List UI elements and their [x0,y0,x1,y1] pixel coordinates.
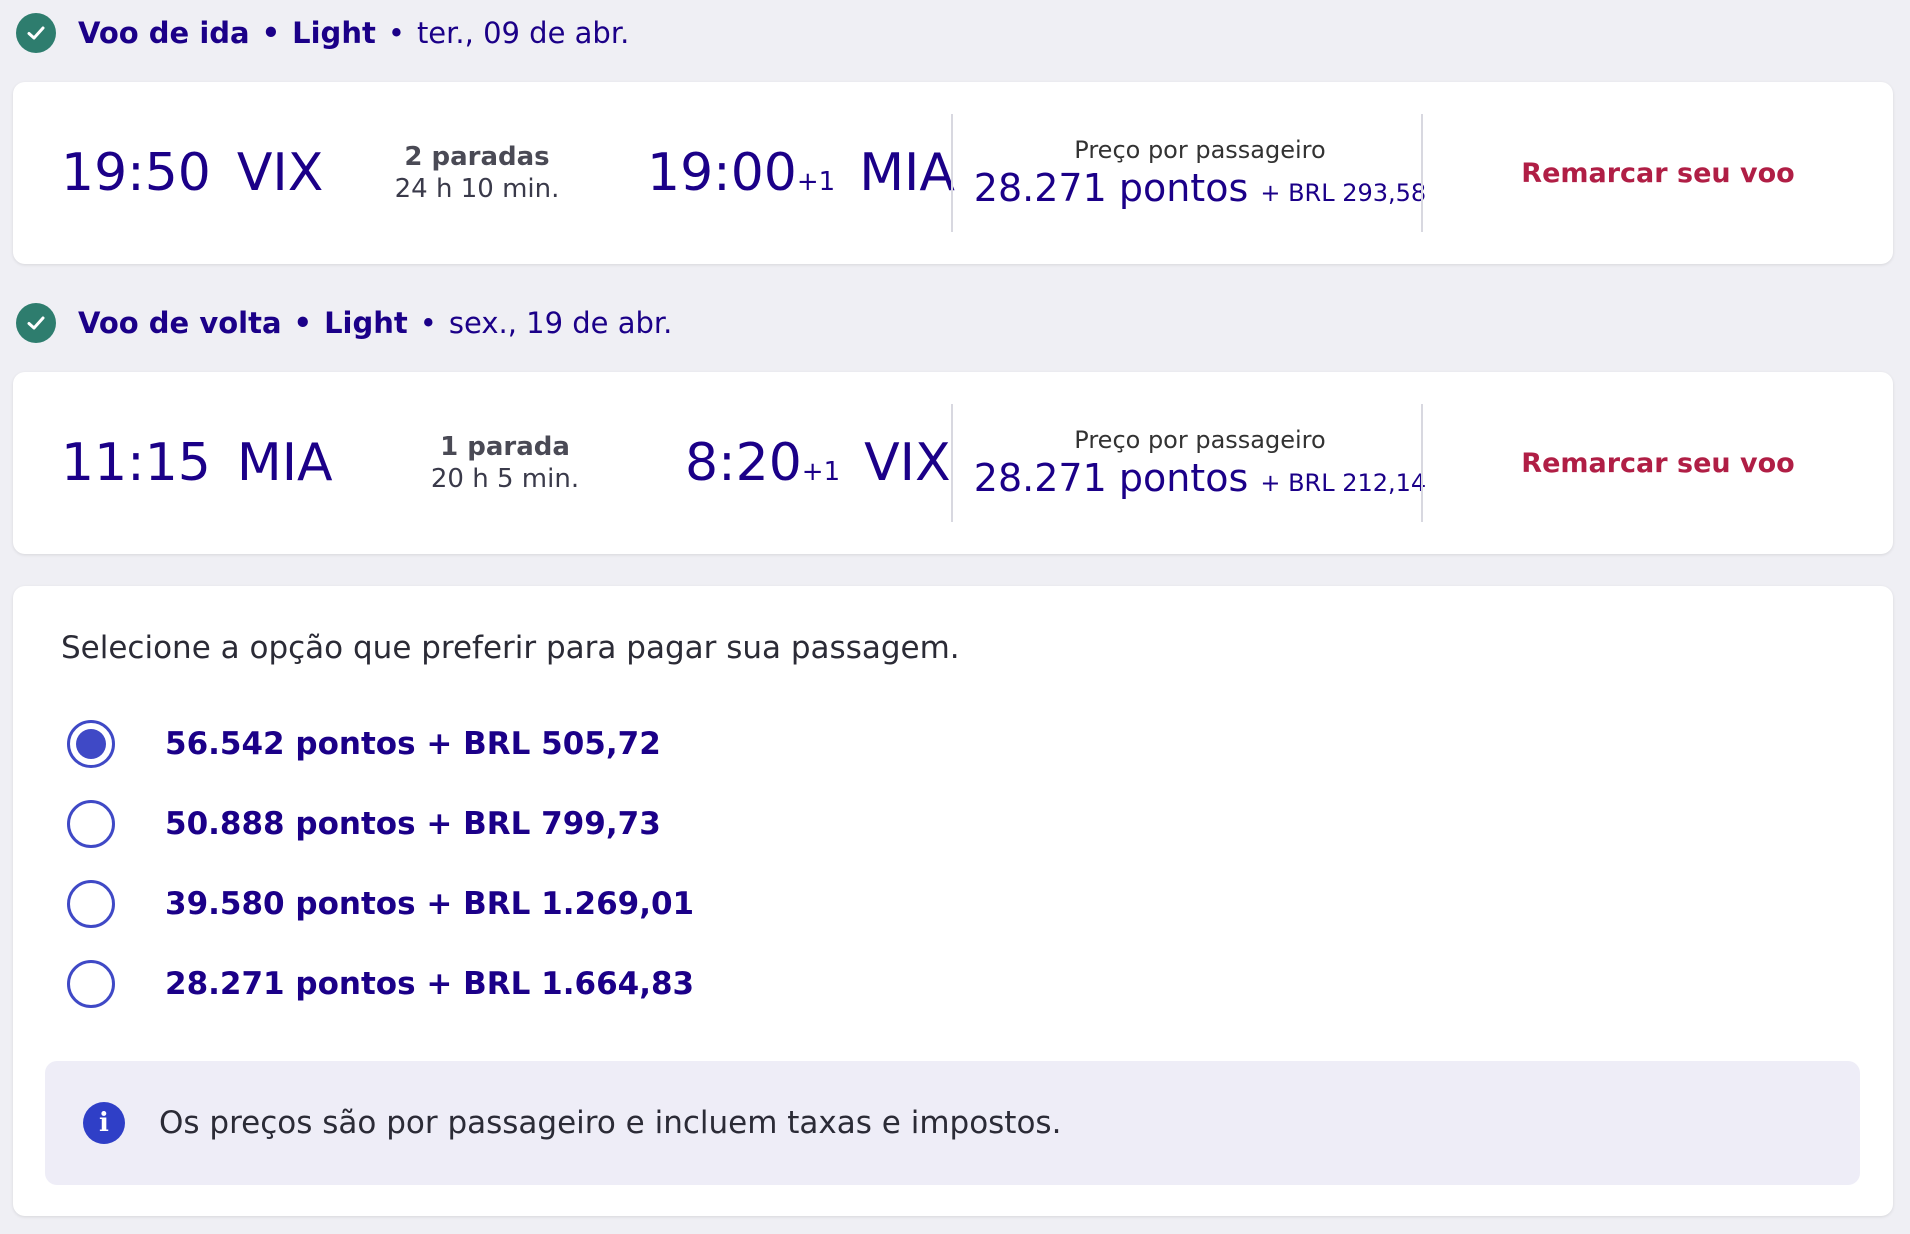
stops-count: 2 paradas [404,142,550,172]
flight-duration: 20 h 5 min. [430,464,580,494]
radio-button[interactable] [67,800,115,848]
check-circle-icon [16,303,56,343]
arrival-airport: VIX [864,433,951,493]
inbound-header: Voo de volta • Light • sex., 19 de abr. [16,301,672,345]
arrival-time: 19:00 [647,143,797,203]
arrival-day-offset: +1 [796,167,836,197]
payment-title: Selecione a opção que preferir para paga… [61,630,960,666]
payment-option-label: 56.542 pontos + BRL 505,72 [165,726,661,762]
inbound-title: Voo de volta [78,306,282,340]
inbound-date: sex., 19 de abr. [448,306,673,340]
rebook-inbound-button[interactable]: Remarcar seu voo [1521,447,1795,479]
rebook-outbound-button[interactable]: Remarcar seu voo [1521,157,1795,189]
radio-button[interactable] [67,880,115,928]
departure-time: 19:50 [61,143,211,203]
inbound-fare: Light [324,306,408,340]
payment-option-3[interactable]: 39.580 pontos + BRL 1.269,01 [67,874,694,934]
departure-airport: VIX [236,143,324,203]
radio-dot [76,729,106,759]
stops-count: 1 parada [440,432,570,462]
payment-option-label: 28.271 pontos + BRL 1.664,83 [165,966,695,1002]
stops-info: 2 paradas 24 h 10 min. [367,82,587,264]
arrival-day-offset: +1 [801,457,841,487]
payment-option-4[interactable]: 28.271 pontos + BRL 1.664,83 [67,954,694,1014]
separator-dot: • [387,16,405,50]
divider [1421,404,1423,522]
payment-option-label: 39.580 pontos + BRL 1.269,01 [165,886,695,922]
info-notice: i Os preços são por passageiro e incluem… [45,1061,1860,1185]
price-value: 28.271 pontos + BRL 212,14 [974,456,1426,500]
payment-option-label: 50.888 pontos + BRL 799,73 [165,806,661,842]
separator-dot: • [419,306,437,340]
outbound-fare: Light [292,16,376,50]
info-text: Os preços são por passageiro e incluem t… [159,1105,1062,1141]
outbound-date: ter., 09 de abr. [416,16,630,50]
price-cash: + BRL 293,58 [1260,179,1427,207]
departure-airport: MIA [236,433,333,493]
departure: 19:50 VIX [61,82,323,264]
outbound-header: Voo de ida • Light • ter., 09 de abr. [16,11,629,55]
price-block: Preço por passageiro 28.271 pontos + BRL… [974,372,1426,554]
outbound-flight-card: 19:50 VIX 2 paradas 24 h 10 min. 19:00 +… [13,82,1893,264]
price-points: 28.271 pontos [973,456,1249,500]
flight-duration: 24 h 10 min. [394,174,560,204]
stops-info: 1 parada 20 h 5 min. [395,372,615,554]
price-value: 28.271 pontos + BRL 293,58 [974,166,1426,210]
payment-option-2[interactable]: 50.888 pontos + BRL 799,73 [67,794,661,854]
divider [1421,114,1423,232]
price-cash: + BRL 212,14 [1260,469,1427,497]
price-block: Preço por passageiro 28.271 pontos + BRL… [974,82,1426,264]
payment-options-card: Selecione a opção que preferir para paga… [13,586,1893,1216]
payment-option-1[interactable]: 56.542 pontos + BRL 505,72 [67,714,661,774]
info-icon: i [83,1102,125,1144]
inbound-flight-card: 11:15 MIA 1 parada 20 h 5 min. 8:20 +1 V… [13,372,1893,554]
departure: 11:15 MIA [61,372,333,554]
price-label: Preço por passageiro [1074,136,1326,164]
check-circle-icon [16,13,56,53]
separator-dot: • [293,306,313,340]
arrival-airport: MIA [859,143,955,203]
arrival: 19:00 +1 MIA [647,82,955,264]
divider [951,404,953,522]
price-label: Preço por passageiro [1074,426,1326,454]
departure-time: 11:15 [61,433,211,493]
separator-dot: • [261,16,281,50]
arrival: 8:20 +1 VIX [685,372,951,554]
radio-button-selected[interactable] [67,720,115,768]
price-points: 28.271 pontos [973,166,1249,210]
outbound-title: Voo de ida [78,16,250,50]
divider [951,114,953,232]
arrival-time: 8:20 [685,433,802,493]
radio-button[interactable] [67,960,115,1008]
